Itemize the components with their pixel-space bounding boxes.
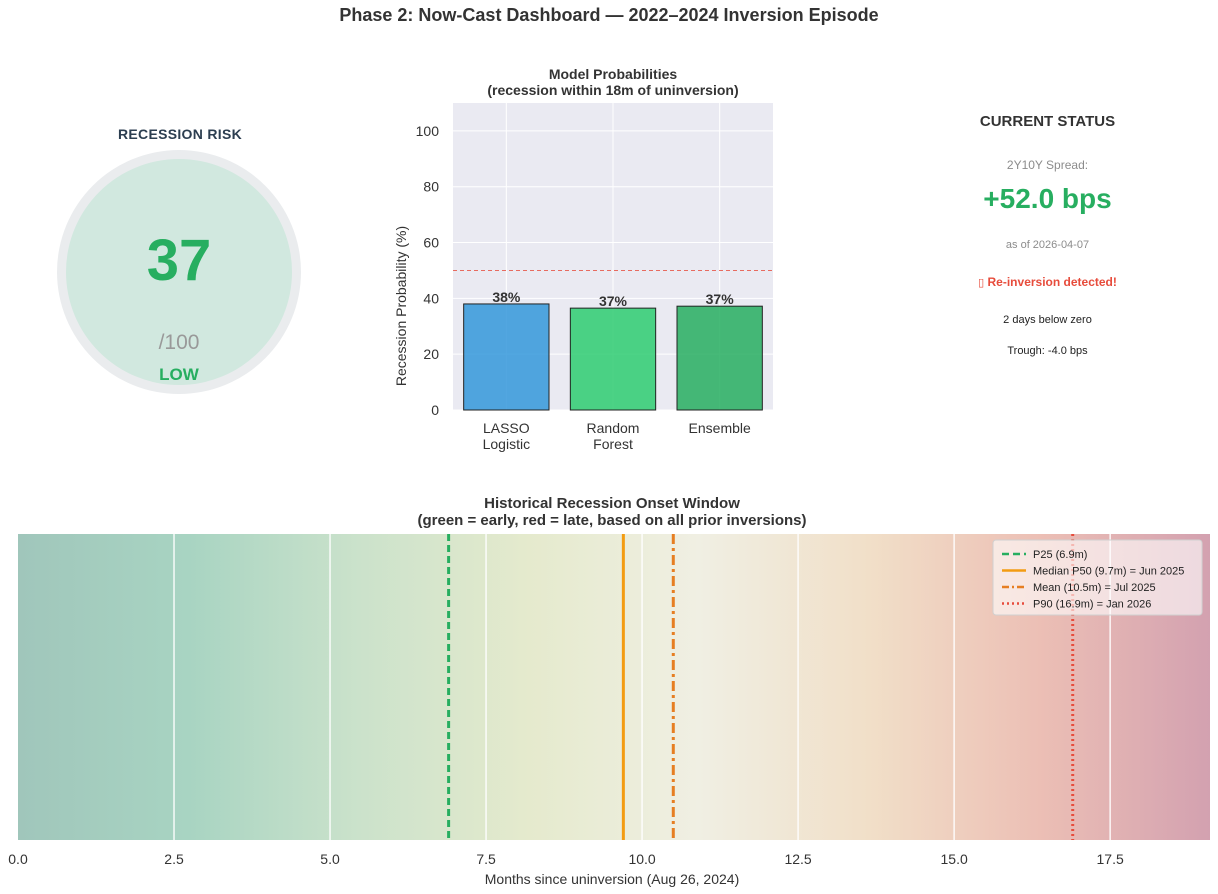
onset-xtick-label: 2.5 [164,851,184,867]
onset-xtick-label: 15.0 [941,851,968,867]
bar-ytick-label: 20 [423,346,439,362]
bar-chart-ylabel: Recession Probability (%) [393,226,409,386]
onset-xtick-label: 17.5 [1097,851,1124,867]
status-title: CURRENT STATUS [979,113,1116,130]
bar-ytick-label: 100 [416,123,440,139]
bar-category-label: LASSO [483,420,530,436]
onset-xtick-label: 0.0 [8,851,28,867]
bar-category-label: Ensemble [689,420,751,436]
onset-xtick-label: 12.5 [784,851,811,867]
bar-data-label: 38% [492,289,521,305]
onset-xtick-label: 7.5 [476,851,496,867]
bar-ytick-label: 60 [423,235,439,251]
legend-entry: Median P50 (9.7m) = Jun 2025 [1033,566,1184,578]
days-below-zero: 2 days below zero [1003,314,1092,326]
bar-ytick-label: 0 [431,402,439,418]
re-inversion-alert: ▯ Re-inversion detected! [930,275,1165,289]
risk-gauge: 37 /100 LOW [57,150,301,394]
bar [676,305,763,411]
bar-data-label: 37% [706,291,735,307]
model-probabilities-chart: Model Probabilities (recession within 18… [393,66,773,452]
bar-chart-title: Model Probabilities [549,66,678,82]
bar [463,303,550,411]
legend-entry: P25 (6.9m) [1033,549,1087,561]
legend-entry: Mean (10.5m) = Jul 2025 [1033,582,1156,594]
spread-value: +52.0 bps [983,183,1112,214]
bar-category-label: Forest [593,436,633,452]
warning-icon: ▯ [978,277,985,289]
bar-ytick-label: 80 [423,179,439,195]
onset-chart-subtitle: (green = early, red = late, based on all… [417,512,806,529]
gauge-score: 37 [147,228,212,293]
bar-data-label: 37% [599,293,628,309]
bar-chart-subtitle: (recession within 18m of uninversion) [487,82,738,98]
bar-category-label: Logistic [483,436,530,452]
onset-chart-xlabel: Months since uninversion (Aug 26, 2024) [485,871,739,887]
gauge-level: LOW [159,365,200,384]
bar [569,307,657,411]
onset-chart-title: Historical Recession Onset Window [484,495,740,512]
onset-xtick-label: 10.0 [628,851,655,867]
re-inversion-alert-text: Re-inversion detected! [987,275,1117,289]
trough-value: Trough: -4.0 bps [1007,345,1088,357]
page-title: Phase 2: Now-Cast Dashboard — 2022–2024 … [339,5,879,25]
onset-window-chart: Historical Recession Onset Window (green… [8,495,1210,887]
onset-xtick-label: 5.0 [320,851,340,867]
bar-ytick-label: 40 [423,290,439,306]
gauge-title: RECESSION RISK [118,126,242,142]
bar-category-label: Random [587,420,640,436]
spread-label: 2Y10Y Spread: [1006,158,1089,172]
as-of-date: as of 2026-04-07 [1005,239,1090,251]
gauge-denominator: /100 [159,331,200,354]
gauge-fill [66,159,292,385]
legend-entry: P90 (16.9m) = Jan 2026 [1033,599,1151,611]
onset-legend [992,539,1203,616]
